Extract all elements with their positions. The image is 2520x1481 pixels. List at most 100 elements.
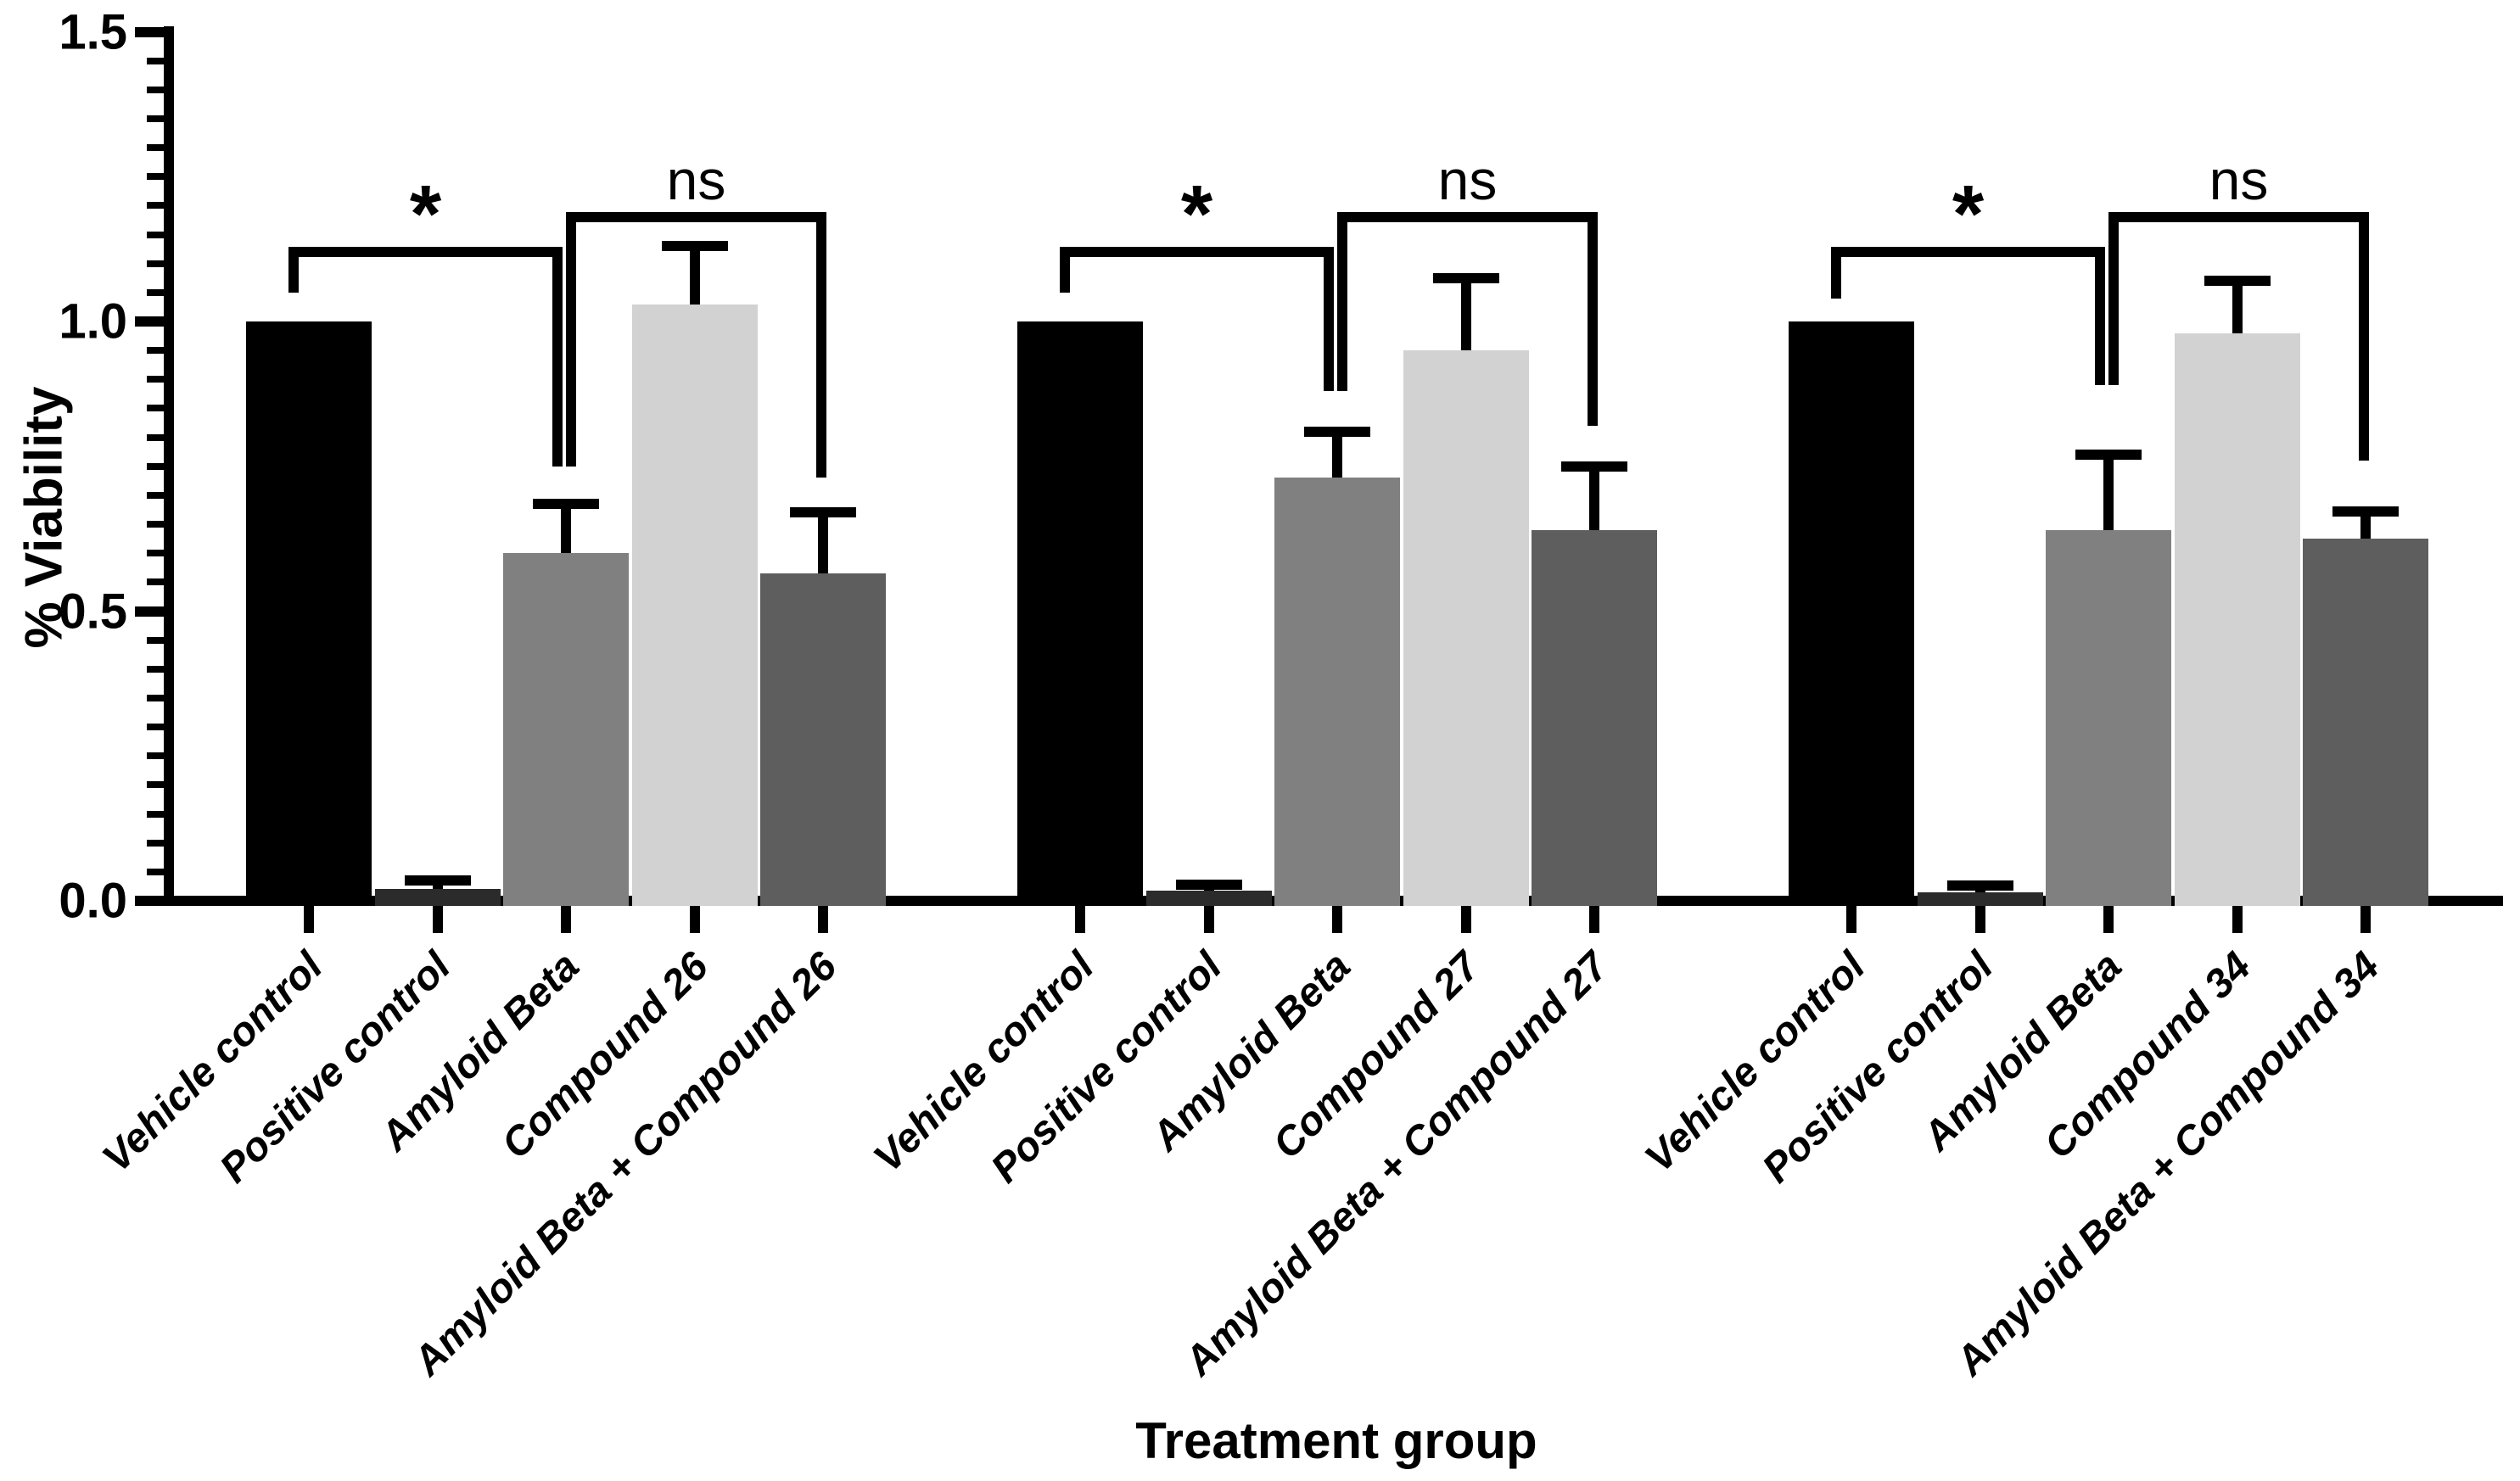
sig-bracket-right-arm — [2359, 212, 2369, 461]
y-major-tick — [135, 26, 164, 37]
x-tick — [432, 906, 443, 933]
x-tick — [1203, 906, 1214, 933]
y-major-tick — [135, 896, 164, 906]
y-minor-tick — [147, 144, 164, 152]
sig-bracket-left-arm — [288, 247, 299, 293]
y-minor-tick — [147, 376, 164, 383]
bar-amyloid-beta-compound-26-group1 — [760, 573, 886, 906]
x-tick — [561, 906, 571, 933]
y-minor-tick — [147, 173, 164, 181]
y-major-tick — [135, 606, 164, 617]
x-tick — [1332, 906, 1342, 933]
x-tick — [1846, 906, 1856, 933]
x-tick-label-positive-control-group3: Positive control — [1754, 943, 2002, 1192]
error-bar-whisker — [2232, 281, 2243, 333]
sig-bracket-right-arm — [552, 247, 563, 467]
x-tick-label-vehicle-control-group1: Vehicle control — [93, 943, 332, 1182]
y-minor-tick — [147, 86, 164, 93]
sig-label-ns-group1: ns — [666, 148, 726, 211]
sig-bracket-line — [566, 212, 826, 223]
sig-label-star-group3: * — [1952, 168, 1985, 260]
y-minor-tick — [147, 405, 164, 412]
x-tick-label-positive-control-group1: Positive control — [211, 943, 460, 1192]
sig-bracket-left-arm — [566, 212, 576, 467]
sig-bracket-line — [1831, 247, 2105, 258]
x-tick — [689, 906, 700, 933]
sig-bracket-line — [1337, 212, 1598, 223]
error-bar-whisker — [1589, 466, 1599, 530]
y-minor-tick — [147, 781, 164, 789]
error-bar-cap — [1561, 461, 1627, 472]
bar-positive-control-group1 — [374, 889, 501, 906]
bar-compound-27-group2 — [1403, 350, 1529, 906]
y-minor-tick — [147, 347, 164, 355]
y-minor-tick — [147, 578, 164, 586]
x-tick — [2360, 906, 2371, 933]
sig-bracket-line — [288, 247, 563, 258]
error-bar-whisker — [818, 512, 828, 574]
bar-compound-34-group3 — [2174, 333, 2300, 906]
x-tick-label-vehicle-control-group3: Vehicle control — [1636, 943, 1874, 1182]
x-tick — [1974, 906, 1985, 933]
bar-compound-26-group1 — [631, 304, 758, 906]
y-minor-tick — [147, 724, 164, 731]
bar-vehicle-control-group1 — [246, 321, 372, 906]
error-bar-cap — [1432, 272, 1499, 283]
error-bar-cap — [2332, 506, 2399, 517]
x-tick — [1075, 906, 1085, 933]
y-major-tick — [135, 316, 164, 327]
y-minor-tick — [147, 665, 164, 673]
error-bar-whisker — [2103, 455, 2114, 530]
y-minor-tick — [147, 462, 164, 470]
x-tick — [1460, 906, 1471, 933]
sig-bracket-left-arm — [1831, 247, 1841, 299]
bar-positive-control-group3 — [1917, 891, 2043, 906]
y-tick-label: 1.0 — [59, 293, 127, 349]
x-axis-title: Treatment group — [1135, 1412, 1537, 1469]
error-bar-cap — [790, 507, 856, 518]
y-minor-tick — [147, 810, 164, 818]
sig-bracket-line — [2108, 212, 2369, 223]
error-bar-cap — [661, 241, 728, 252]
bar-amyloid-beta-group3 — [2046, 529, 2171, 906]
sig-label-ns-group2: ns — [1437, 148, 1498, 211]
y-minor-tick — [147, 636, 164, 644]
y-minor-tick — [147, 694, 164, 701]
error-bar-cap — [2204, 276, 2271, 287]
sig-bracket-line — [1060, 247, 1334, 258]
error-bar-whisker — [689, 246, 700, 305]
error-bar-whisker — [561, 504, 571, 554]
sig-label-ns-group3: ns — [2209, 148, 2269, 211]
error-bar-cap — [1304, 426, 1370, 437]
sig-bracket-right-arm — [1588, 212, 1598, 426]
bar-vehicle-control-group2 — [1017, 321, 1143, 906]
error-bar-cap — [404, 875, 471, 886]
sig-bracket-left-arm — [2108, 212, 2119, 386]
bar-amyloid-beta-compound-27-group2 — [1532, 529, 1657, 906]
error-bar-cap — [2075, 450, 2142, 461]
x-tick — [2232, 906, 2243, 933]
error-bar-cap — [1946, 880, 2013, 891]
x-tick — [1589, 906, 1599, 933]
y-axis-line — [164, 26, 174, 906]
x-tick — [304, 906, 314, 933]
y-minor-tick — [147, 260, 164, 267]
bar-amyloid-beta-group2 — [1274, 478, 1400, 906]
y-minor-tick — [147, 521, 164, 528]
y-minor-tick — [147, 433, 164, 441]
y-minor-tick — [147, 491, 164, 499]
bar-amyloid-beta-group1 — [503, 553, 629, 906]
y-minor-tick — [147, 57, 164, 64]
sig-label-star-group1: * — [409, 168, 442, 260]
error-bar-cap — [533, 499, 599, 510]
y-minor-tick — [147, 231, 164, 238]
sig-bracket-left-arm — [1060, 247, 1070, 293]
bar-vehicle-control-group3 — [1789, 321, 1914, 906]
y-minor-tick — [147, 288, 164, 296]
sig-bracket-right-arm — [2095, 247, 2105, 386]
y-minor-tick — [147, 839, 164, 847]
bar-positive-control-group2 — [1145, 890, 1272, 906]
x-tick-label-vehicle-control-group2: Vehicle control — [865, 943, 1103, 1182]
